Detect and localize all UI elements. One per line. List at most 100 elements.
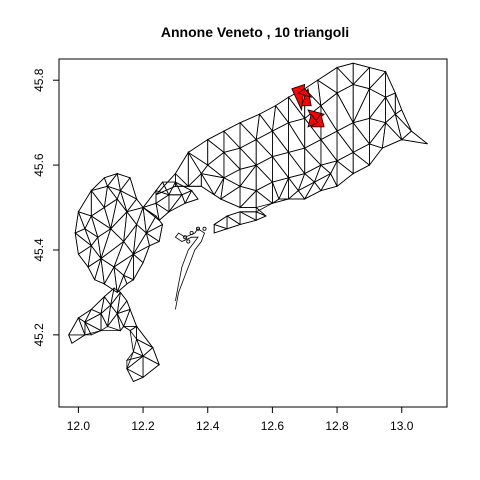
mesh-triangle: [187, 152, 209, 175]
mesh-triangle: [207, 138, 225, 166]
y-tick-label: 45.2: [32, 323, 46, 347]
y-axis: 45.2 45.4 45.6 45.8: [32, 68, 60, 347]
mesh-triangle: [84, 312, 102, 332]
mesh-triangle: [239, 163, 257, 192]
highlighted-triangle: [307, 113, 319, 128]
mesh-layer: [68, 62, 428, 383]
x-tick-label: 12.2: [131, 419, 155, 433]
region-outline: [74, 173, 163, 293]
mesh-triangle: [125, 351, 145, 361]
mesh-triangle: [113, 240, 134, 269]
mesh-triangle: [255, 155, 273, 184]
mesh-triangle: [288, 121, 306, 153]
region-outline: [155, 62, 428, 234]
mesh-triangle: [119, 189, 138, 213]
mesh-triangle: [239, 185, 257, 209]
mesh-triangle: [113, 253, 135, 277]
region-outline: [68, 287, 160, 383]
mesh-triangle: [213, 223, 229, 234]
mesh-triangle: [223, 130, 241, 153]
mesh-triangle: [336, 83, 354, 123]
mesh-triangle: [313, 164, 332, 183]
region-outline: [142, 181, 199, 221]
mesh-triangle: [255, 130, 273, 158]
mesh-triangle: [278, 177, 290, 200]
lagoon-spot: [186, 239, 191, 244]
mesh-triangle: [187, 150, 202, 188]
mesh-triangle: [87, 257, 102, 281]
y-tick-label: 45.8: [32, 68, 46, 92]
lagoon-spot: [195, 226, 200, 231]
mesh-triangle: [187, 138, 209, 166]
mesh-triangle: [352, 62, 371, 86]
mesh-triangle: [90, 236, 102, 259]
chart-title: Annone Veneto , 10 triangoli: [161, 24, 349, 40]
x-tick-label: 12.8: [325, 419, 349, 433]
mesh-triangle: [132, 244, 151, 264]
x-tick-label: 12.4: [196, 419, 220, 433]
mesh-triangle: [255, 181, 273, 205]
mesh-triangle: [223, 168, 241, 187]
mesh-triangle: [207, 151, 225, 179]
mesh-triangle: [83, 321, 102, 336]
mesh-triangle: [223, 147, 241, 171]
mesh-triangle: [336, 122, 354, 154]
mesh-triangle: [132, 253, 144, 282]
lagoon-spot: [202, 226, 207, 231]
mesh-triangle: [161, 181, 177, 196]
mesh-triangle: [97, 227, 112, 259]
mesh-triangle: [106, 172, 121, 192]
plot-box: [58, 58, 448, 408]
mesh-triangle: [336, 151, 354, 175]
highlighted-triangle: [300, 87, 312, 107]
mesh-triangle: [271, 122, 290, 154]
mesh-triangle: [83, 308, 102, 324]
mesh-triangle: [135, 338, 154, 357]
mesh-triangle: [317, 79, 338, 107]
lagoon-spot: [189, 230, 194, 235]
mesh-triangle: [297, 172, 316, 192]
mesh-triangle: [174, 150, 189, 188]
mesh-triangle: [116, 274, 128, 293]
y-tick-label: 45.4: [32, 238, 46, 262]
mesh-triangle: [352, 143, 370, 166]
mesh-triangle: [126, 355, 144, 370]
mesh-triangle: [316, 66, 338, 94]
mesh-triangle: [352, 88, 370, 124]
mesh-triangle: [107, 304, 118, 327]
mesh-triangle: [320, 130, 338, 163]
mesh-triangle: [122, 325, 138, 332]
highlighted-triangle: [297, 88, 313, 98]
mesh-triangle: [385, 95, 396, 124]
mesh-triangle: [304, 138, 322, 167]
mesh-triangle: [100, 295, 112, 315]
mesh-triangle: [352, 121, 371, 154]
mesh-triangle: [174, 172, 190, 187]
mesh-triangle: [123, 308, 138, 327]
lagoon-line: [174, 228, 205, 310]
mesh-triangle: [330, 160, 338, 187]
mesh-triangle: [168, 194, 183, 213]
mesh-triangle: [74, 228, 93, 247]
mesh-triangle: [336, 62, 354, 86]
x-axis: 12.0 12.2 12.4 12.6 12.8 13.0: [67, 406, 414, 433]
highlighted-triangles: [291, 83, 325, 128]
y-tick-label: 45.6: [32, 153, 46, 177]
mesh-triangle: [200, 173, 225, 196]
mesh-triangle: [336, 160, 354, 188]
mesh-triangle: [336, 92, 354, 132]
mesh-triangle: [368, 88, 387, 120]
mesh-triangle: [174, 181, 193, 196]
mesh-triangle: [100, 240, 125, 268]
x-tick-label: 13.0: [390, 419, 414, 433]
mesh-triangle: [142, 346, 160, 366]
x-tick-label: 12.6: [261, 419, 285, 433]
mesh-triangle: [239, 138, 257, 167]
mesh-triangle: [116, 189, 128, 213]
x-tick-label: 12.0: [67, 419, 91, 433]
mesh-triangle: [155, 194, 170, 213]
mesh-triangle: [119, 176, 138, 200]
mesh-triangle: [255, 211, 267, 221]
lagoon-detail: [174, 226, 207, 310]
